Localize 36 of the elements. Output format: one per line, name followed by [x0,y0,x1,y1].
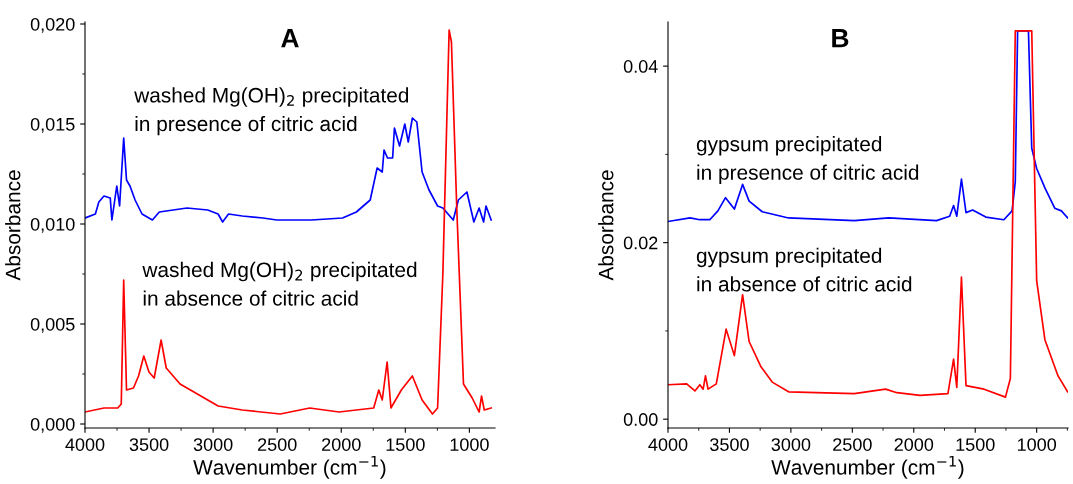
x-tick-label: 3500 [710,438,749,451]
y-tick-label: 0,005 [30,317,75,333]
y-tick-label: 0,020 [30,17,75,33]
y-tick-label: 0.02 [623,236,658,250]
y-axis-title: Absorbance [5,170,21,281]
annotation: washed Mg(OH)$_{2}$ precipitated in presence of citric acid [134,87,409,136]
x-axis-title: Wavenumber (cm$^{−1}$) [771,455,964,479]
x-tick-label: 1000 [1017,438,1057,451]
x-tick-label: 4000 [648,438,688,451]
y-tick-label: 0,010 [30,217,75,233]
x-tick-label: 2000 [322,438,361,451]
annotation: washed Mg(OH)$_{2}$ precipitated in absence of citric acid [142,261,417,306]
annotation: gypsum precipitated in presence of citric acid [696,136,919,184]
x-tick-label: 1000 [450,438,489,451]
line-series [85,117,492,223]
y-tick-label: 0,000 [30,417,75,433]
y-tick-label: 0.04 [623,60,658,73]
x-axis-title: Wavenumber (cm$^{−1}$) [193,455,386,479]
x-tick-label: 2500 [258,438,297,451]
line-series [668,29,1068,223]
y-tick-label: 0,015 [30,117,75,133]
y-axis-title: Absorbance [598,170,614,281]
x-tick-label: 3000 [771,438,811,451]
line-series [85,29,492,415]
x-tick-label: 1500 [386,438,425,451]
x-tick-label: 1500 [956,438,995,451]
x-tick-label: 3000 [193,438,233,451]
chart-title: B [832,29,849,48]
line-series [668,29,1068,398]
x-tick-label: 2000 [894,438,934,451]
annotation: gypsum precipitated in absence of citric acid [696,247,912,292]
chart-title: A [281,29,299,48]
y-tick-label: 0.00 [623,413,658,426]
x-tick-label: 2500 [833,438,872,451]
x-tick-label: 3500 [129,438,169,451]
x-tick-label: 4000 [65,438,105,451]
